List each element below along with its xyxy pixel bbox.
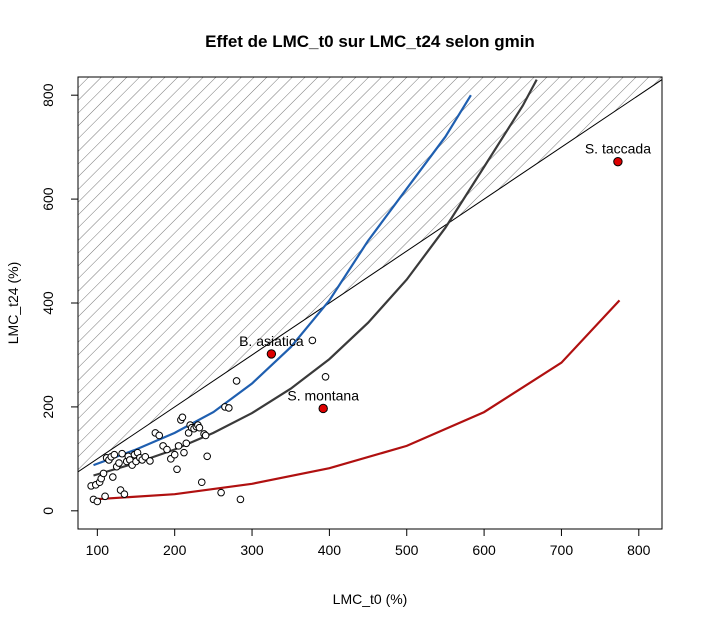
data-point [203, 452, 211, 461]
data-point [170, 450, 179, 459]
data-point [178, 413, 187, 422]
data-point [120, 490, 129, 498]
highlight-point [266, 349, 277, 359]
x-tick-label: 300 [240, 542, 264, 558]
highlight-point [318, 403, 328, 414]
x-tick-label: 800 [627, 542, 651, 558]
data-point [197, 478, 206, 487]
curve-0 [93, 94, 472, 467]
data-point [146, 457, 154, 465]
data-point [163, 445, 171, 454]
plot-area: B. asiatica S. montana S. taccada [78, 77, 662, 506]
data-point [195, 423, 204, 432]
data-point [182, 439, 191, 448]
x-tick-label: 700 [550, 542, 574, 558]
data-point [99, 469, 108, 478]
plot-clip-group [78, 77, 662, 506]
data-point [141, 452, 150, 461]
x-tick-label: 400 [318, 542, 342, 558]
highlight-point [613, 156, 623, 167]
identity-line [78, 79, 662, 473]
x-tick-label: 500 [395, 542, 419, 558]
data-point [155, 431, 164, 440]
data-point [174, 442, 183, 450]
data-point [217, 488, 225, 497]
y-tick-label: 0 [40, 507, 56, 515]
data-point [101, 492, 109, 501]
data-point [109, 473, 117, 481]
data-point [118, 449, 126, 458]
y-tick-label: 200 [40, 395, 56, 419]
highlight-label: S. montana [287, 387, 359, 403]
data-point [110, 450, 119, 459]
curve-2 [93, 299, 621, 501]
data-point [225, 404, 233, 412]
y-tick-label: 600 [40, 187, 56, 211]
y-tick-label: 800 [40, 83, 56, 107]
data-point [321, 372, 330, 381]
curve-1 [93, 79, 538, 477]
hatched-region [78, 77, 662, 472]
data-point [201, 431, 210, 440]
data-point [232, 377, 241, 385]
data-point [93, 497, 102, 506]
y-tick-label: 400 [40, 291, 56, 315]
x-axis-label: LMC_t0 (%) [333, 591, 408, 607]
data-point [115, 459, 123, 467]
x-tick-label: 100 [86, 542, 110, 558]
data-point [180, 448, 188, 457]
data-point [308, 336, 317, 345]
data-point [236, 495, 245, 504]
highlight-label: S. taccada [585, 141, 651, 157]
x-tick-label: 200 [163, 542, 187, 558]
x-tick-label: 600 [472, 542, 496, 558]
chart-title: Effet de LMC_t0 sur LMC_t24 selon gmin [205, 32, 535, 51]
y-axis: 0 200 400 600 800 [40, 83, 79, 515]
y-axis-label: LMC_t24 (%) [5, 262, 21, 344]
data-point [173, 465, 181, 474]
x-axis: 100 200 300 400 500 600 700 800 [86, 528, 651, 558]
highlight-label: B. asiatica [239, 333, 304, 349]
